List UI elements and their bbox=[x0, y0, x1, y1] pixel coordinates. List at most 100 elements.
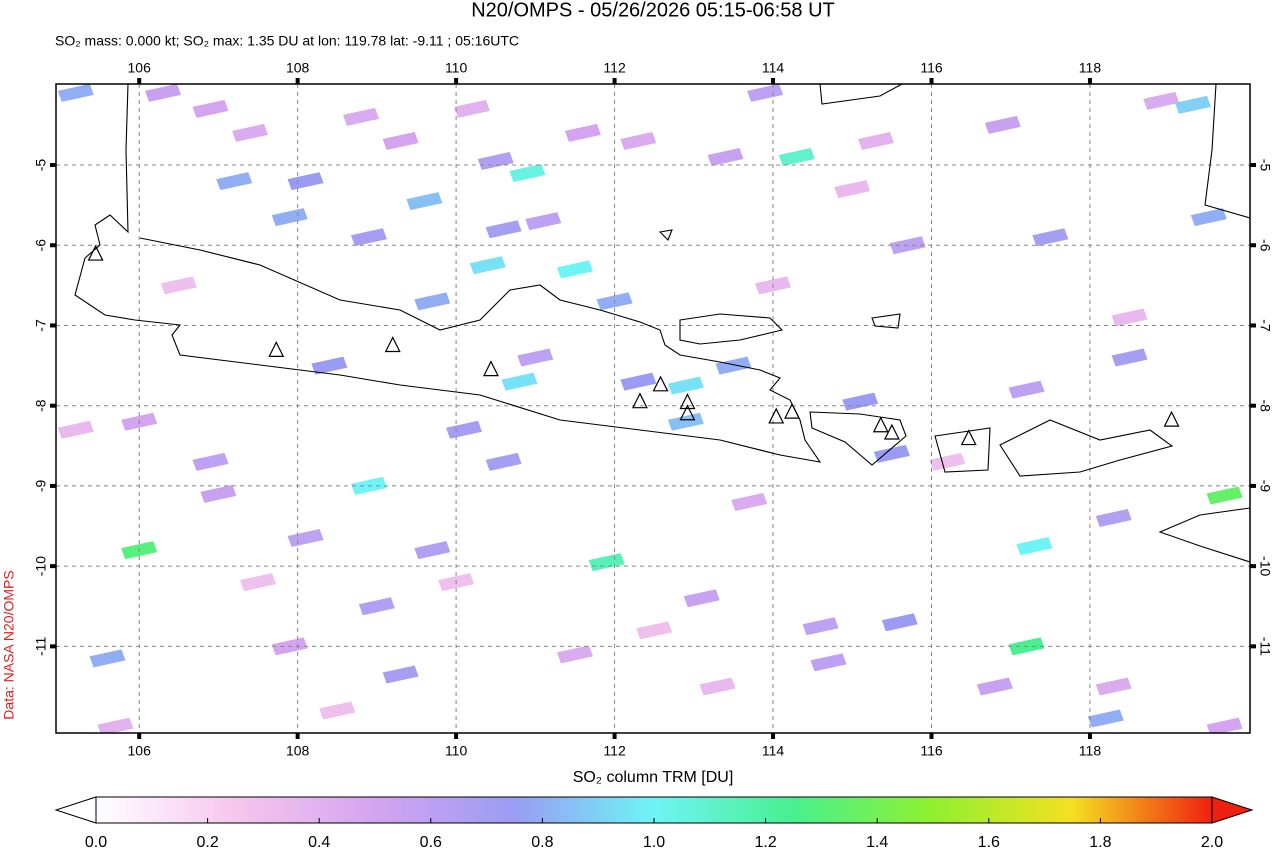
chart-subtitle: SO₂ mass: 0.000 kt; SO₂ max: 1.35 DU at … bbox=[55, 33, 519, 49]
y-tick-label: -9 bbox=[1257, 480, 1272, 493]
so2-pixel bbox=[485, 452, 522, 471]
coastlines bbox=[74, 84, 1250, 563]
coastline bbox=[1158, 507, 1250, 563]
y-tick-label: -9 bbox=[33, 479, 49, 492]
so2-pixel bbox=[929, 452, 966, 471]
so2-pixel bbox=[1095, 509, 1132, 528]
coastline bbox=[658, 229, 901, 329]
so2-pixel bbox=[620, 131, 657, 150]
volcano-marker bbox=[631, 392, 648, 409]
so2-pixel bbox=[715, 356, 752, 375]
colorbar-over bbox=[1211, 796, 1254, 824]
so2-pixel bbox=[747, 84, 784, 102]
so2-pixel bbox=[477, 152, 514, 171]
so2-pixel bbox=[1016, 537, 1053, 556]
volcano-marker bbox=[268, 340, 285, 357]
so2-pixel bbox=[984, 115, 1021, 134]
volcano-marker bbox=[1163, 410, 1180, 427]
x-tick-label: 106 bbox=[128, 60, 152, 76]
x-tick-label: 112 bbox=[603, 743, 626, 759]
colorbar-tick-label: 1.0 bbox=[643, 834, 665, 851]
x-tick-label: 110 bbox=[445, 743, 468, 759]
so2-pixel bbox=[97, 717, 134, 733]
colorbar-tick-label: 0.4 bbox=[308, 834, 330, 851]
so2-pixel bbox=[311, 356, 348, 375]
x-tick-label: 118 bbox=[1079, 60, 1102, 76]
so2-pixel bbox=[667, 376, 704, 395]
x-tick-label: 118 bbox=[1079, 743, 1102, 759]
so2-pixel bbox=[287, 172, 324, 191]
volcano-marker bbox=[768, 407, 785, 424]
so2-pixels bbox=[57, 84, 1243, 733]
so2-pixel bbox=[89, 649, 126, 668]
so2-pixel bbox=[556, 260, 593, 279]
so2-pixel bbox=[802, 617, 839, 636]
colorbar-tick-label: 1.8 bbox=[1089, 834, 1111, 851]
so2-pixel bbox=[414, 292, 451, 311]
so2-pixel bbox=[446, 420, 483, 439]
colorbar-tick-label: 0.2 bbox=[196, 834, 218, 851]
x-tick-label: 114 bbox=[762, 743, 785, 759]
so2-pixel bbox=[1008, 380, 1045, 399]
x-tick-label: 108 bbox=[286, 743, 310, 759]
so2-pixel bbox=[271, 208, 308, 227]
so2-pixel bbox=[1032, 228, 1069, 247]
volcano-marker bbox=[960, 429, 977, 446]
so2-pixel bbox=[485, 220, 522, 239]
volcano-marker bbox=[679, 393, 696, 410]
y-tick-label: -5 bbox=[33, 159, 49, 172]
so2-pixel bbox=[1206, 486, 1243, 505]
source-note: Data: NASA N20/OMPS bbox=[1, 570, 17, 719]
so2-pixel bbox=[834, 180, 871, 199]
so2-pixel bbox=[1087, 709, 1124, 728]
x-tick-label: 112 bbox=[603, 60, 626, 76]
so2-pixel bbox=[636, 621, 673, 640]
volcano-marker bbox=[87, 244, 104, 261]
colorbar-label: SO₂ column TRM [DU] bbox=[573, 769, 734, 786]
y-tick-label: -11 bbox=[33, 637, 49, 656]
coastline bbox=[819, 84, 903, 105]
so2-pixel bbox=[501, 372, 538, 391]
so2-pixel bbox=[406, 192, 443, 211]
volcano-marker bbox=[883, 423, 900, 440]
so2-pixel bbox=[469, 256, 506, 275]
colorbar-tick-label: 1.6 bbox=[978, 834, 1000, 851]
volcano-marker bbox=[652, 375, 669, 392]
map-frame bbox=[55, 83, 1251, 734]
so2-pixel bbox=[57, 420, 94, 439]
so2-pixel bbox=[1095, 677, 1132, 696]
so2-pixel bbox=[414, 541, 451, 560]
coastline bbox=[934, 427, 991, 473]
x-tick-label: 110 bbox=[445, 60, 468, 76]
y-tick-label: -10 bbox=[33, 556, 49, 576]
volcano-marker bbox=[784, 402, 801, 419]
so2-pixel bbox=[707, 148, 744, 167]
so2-pixel bbox=[699, 677, 736, 696]
so2-pixel bbox=[160, 276, 197, 295]
so2-pixel bbox=[525, 212, 562, 231]
so2-pixel bbox=[1174, 95, 1211, 114]
so2-pixel bbox=[1143, 91, 1180, 110]
coastline bbox=[679, 313, 784, 345]
so2-pixel bbox=[1111, 308, 1148, 327]
so2-pixel bbox=[1190, 208, 1227, 227]
so2-pixel bbox=[232, 123, 269, 142]
volcanoes bbox=[87, 244, 1180, 446]
so2-pixel bbox=[1111, 348, 1148, 367]
y-tick-label: -7 bbox=[33, 319, 49, 332]
so2-pixel bbox=[144, 84, 181, 102]
grid bbox=[50, 78, 1256, 739]
so2-pixel bbox=[192, 452, 229, 471]
so2-pixel bbox=[881, 613, 918, 632]
colorbar-tick-label: 0.0 bbox=[85, 834, 107, 851]
coastline bbox=[999, 419, 1174, 477]
volcano-marker bbox=[872, 416, 889, 433]
y-tick-label: -6 bbox=[1257, 239, 1272, 252]
colorbar: 0.0 0.2 0.4 0.6 0.8 1.0 1.2 1.4 1.6 1.8 2.0 bbox=[54, 796, 1254, 851]
so2-pixel bbox=[517, 348, 554, 367]
x-tick-label: 116 bbox=[920, 60, 943, 76]
so2-pixel bbox=[200, 484, 237, 503]
x-tick-label: 106 bbox=[128, 743, 152, 759]
so2-pixel bbox=[810, 653, 847, 672]
